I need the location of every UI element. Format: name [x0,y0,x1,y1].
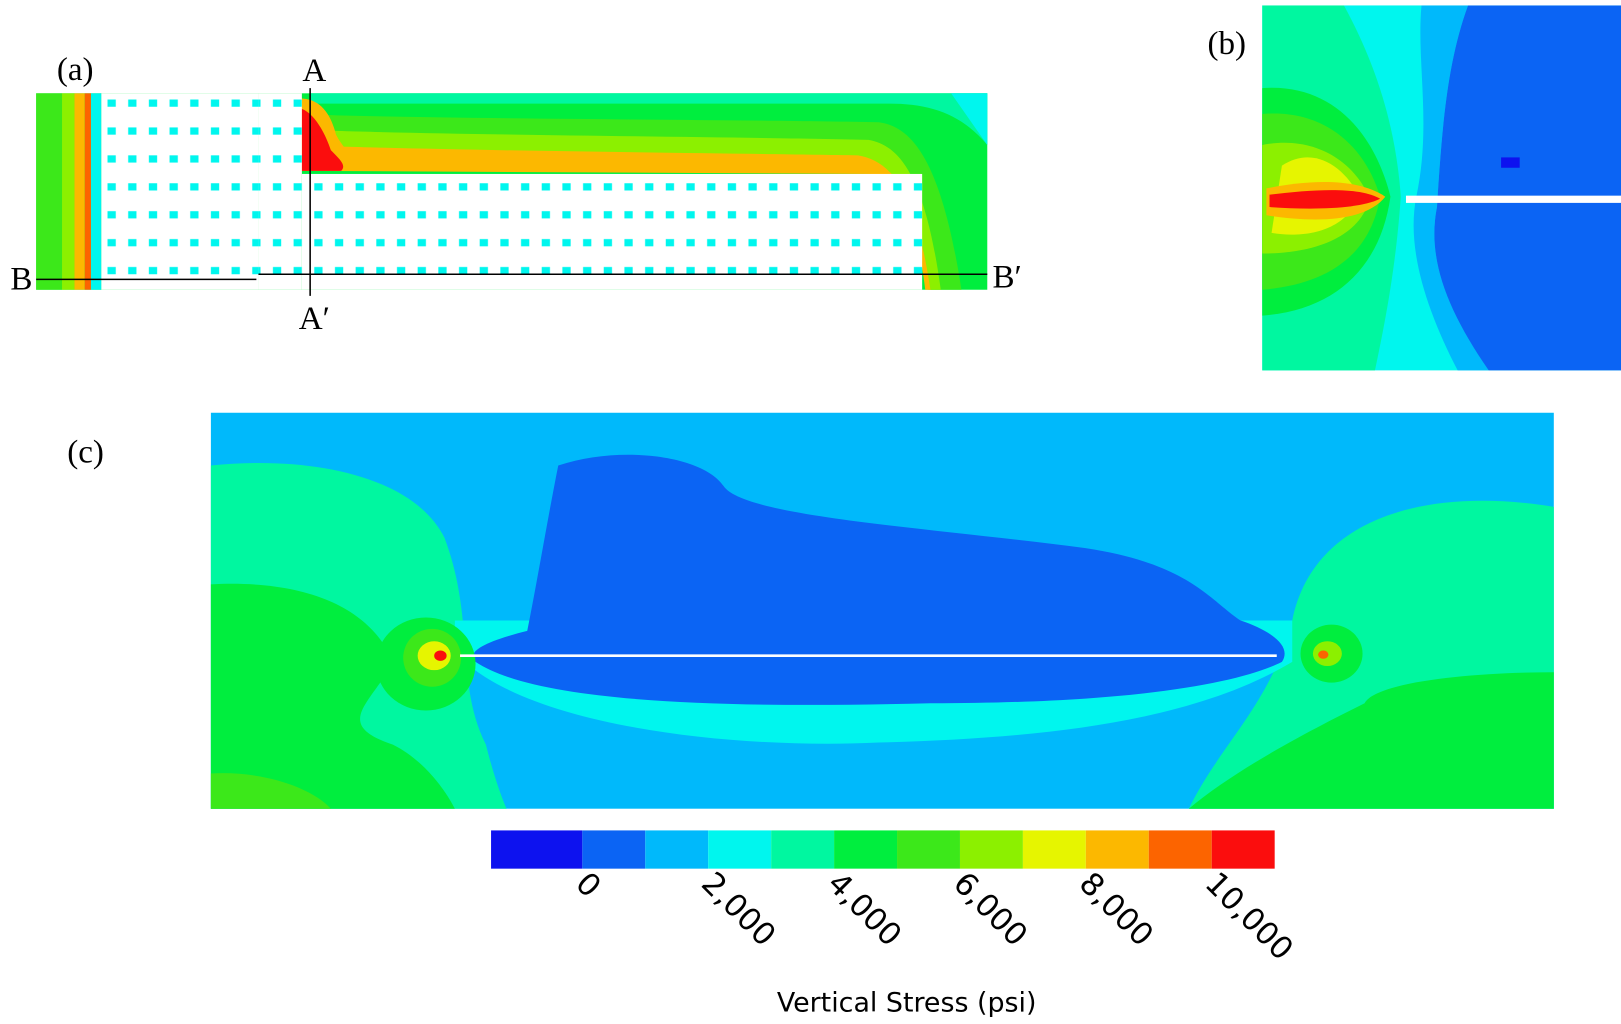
contour-shape [36,93,62,289]
section-label: A [302,53,326,89]
colorbar-tick-label: 2,000 [694,865,782,953]
section-label: B′ [992,260,1021,296]
contour-shape [101,93,258,289]
colorbar-tick-label: 10,000 [1198,865,1300,967]
panel-label: (b) [1207,26,1246,62]
contour-shape [302,174,922,290]
contour-shape [1318,651,1328,659]
contour-shape [62,93,74,289]
contour-shape [258,93,301,289]
contour-shape [91,93,101,289]
contour-shape [74,93,84,289]
colorbar-segment [1086,830,1149,868]
colorbar-tick-label: 6,000 [946,865,1034,953]
colorbar-segment [1212,830,1275,868]
contour-shape [85,93,91,289]
colorbar-segment [771,830,834,868]
contour-shape [1501,157,1520,167]
section-label: B [10,262,32,298]
colorbar-tick-label: 8,000 [1072,865,1160,953]
colorbar-segment [1023,830,1086,868]
colorbar-segment [897,830,960,868]
panel-b: (b) [1207,5,1621,370]
colorbar-tick-label: 0 [568,865,607,904]
contour-shape [1406,196,1621,203]
panel-a: (a) A A′ B B′ [10,52,1021,337]
colorbar-tick-label: 4,000 [820,865,908,953]
colorbar-segment [491,830,582,868]
colorbar-segment [834,830,897,868]
contour-shape [1434,5,1621,370]
figure: (a) A A′ B B′ (b) (c) [0,0,1621,1024]
colorbar-segment [1149,830,1212,868]
colorbar-segment [708,830,771,868]
panel-label: (a) [57,52,94,88]
colorbar-segment [582,830,645,868]
colorbar-title: Vertical Stress (psi) [777,987,1037,1018]
panel-c: (c) [67,413,1554,809]
section-label: A′ [299,301,330,337]
colorbar-segment [645,830,708,868]
colorbar: Vertical Stress (psi) 0 2,000 4,000 6,000 8,… [491,830,1300,1018]
colorbar-segment [960,830,1023,868]
panel-label: (c) [67,434,104,470]
contour-shape [434,651,446,661]
